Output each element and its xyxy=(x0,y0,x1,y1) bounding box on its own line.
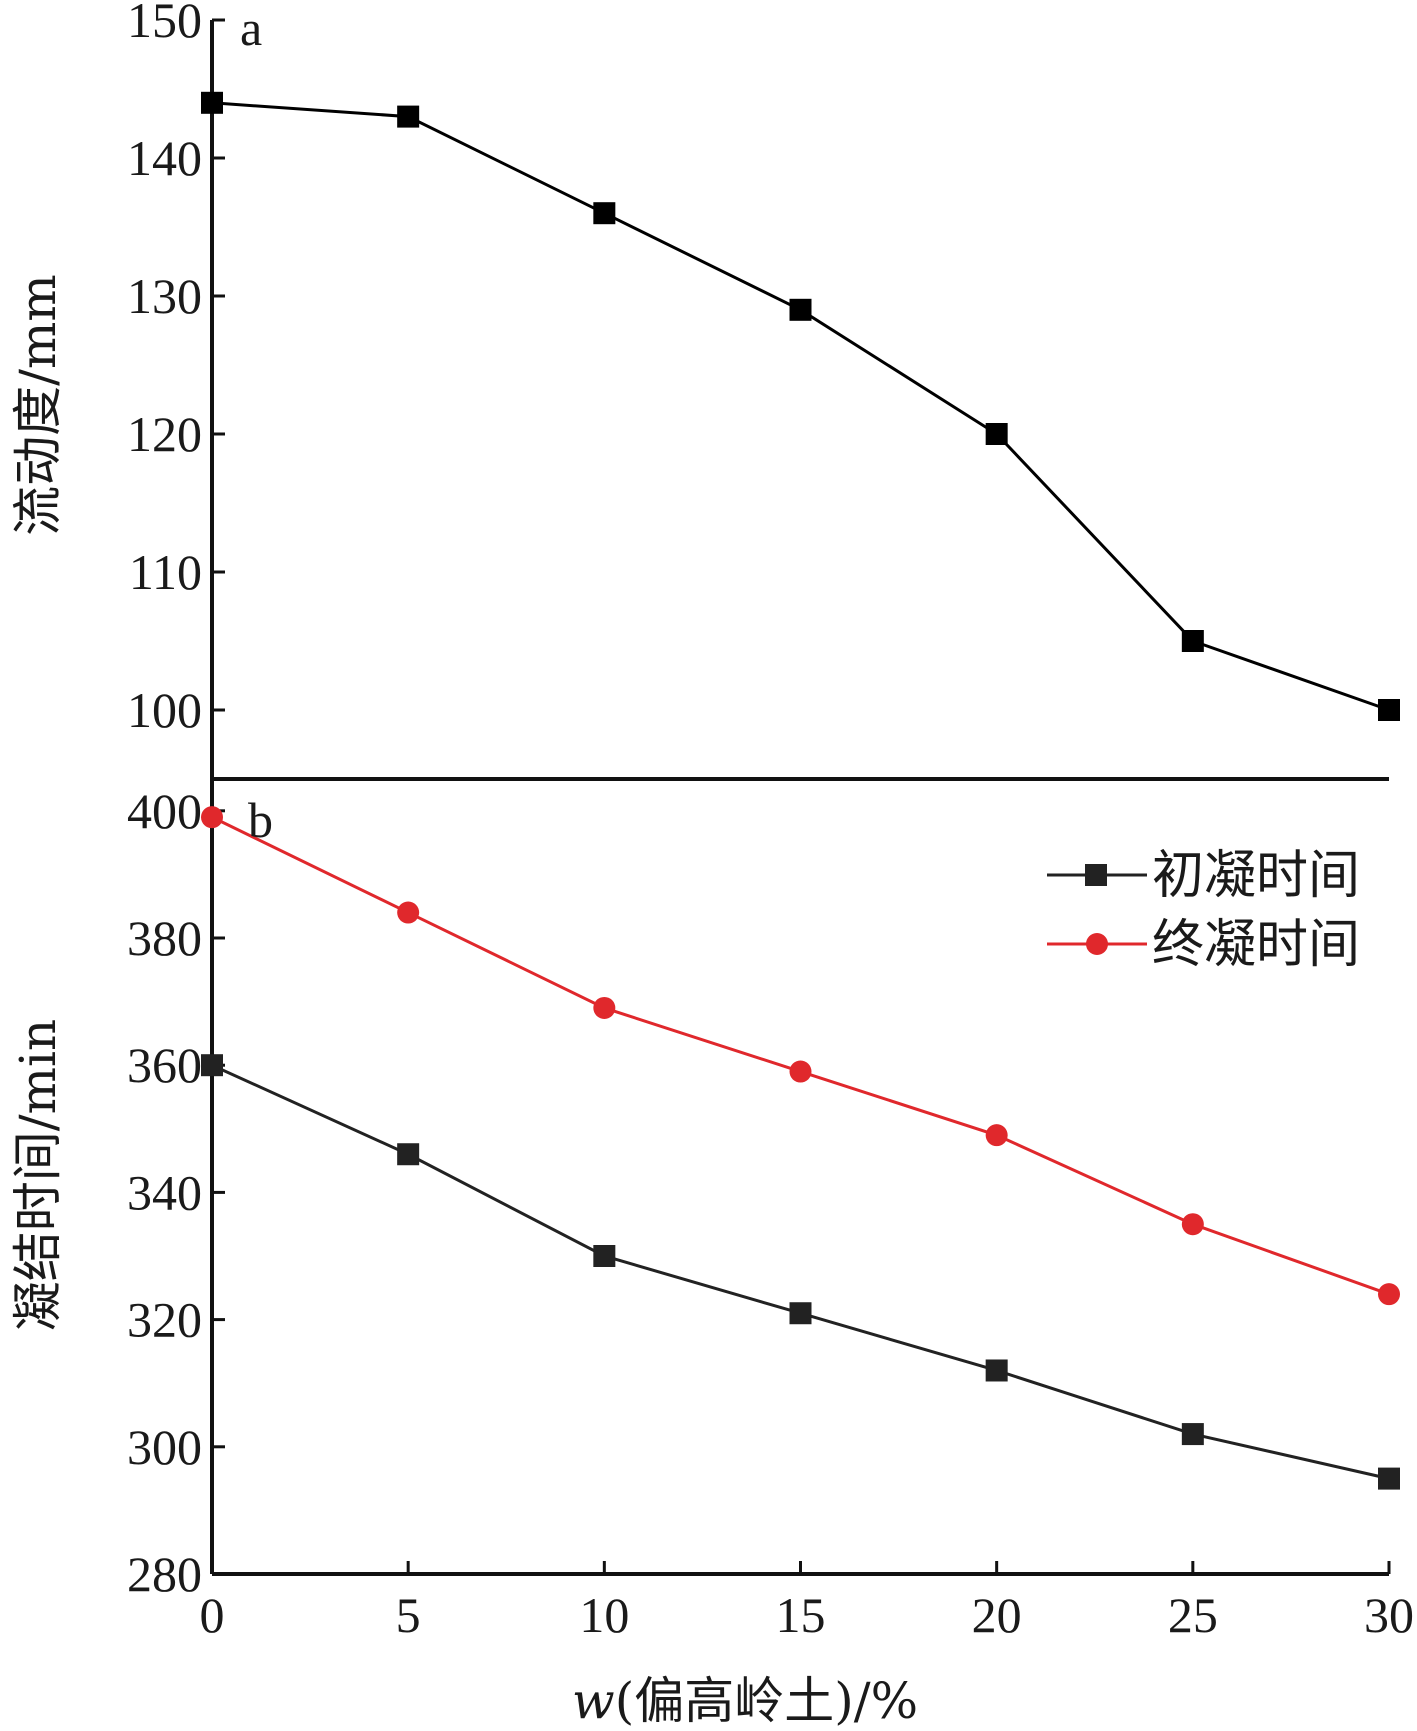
panel-b-ytick-label: 380 xyxy=(127,910,202,966)
panel-b-series-0-point xyxy=(985,1359,1008,1382)
xtick-label: 10 xyxy=(579,1587,629,1643)
panel-b-ytick-label: 340 xyxy=(127,1164,202,1220)
panel-a-series-0-point xyxy=(397,105,420,128)
xtick-label: 25 xyxy=(1168,1587,1218,1643)
panel-b-series-0-point xyxy=(593,1245,616,1267)
panel-a-ytick-label: 140 xyxy=(127,130,202,186)
panel-a-series-0-point xyxy=(1181,630,1204,652)
x-axis-title-var: w xyxy=(572,1672,615,1730)
panel-b-series-1-point xyxy=(1378,1283,1400,1306)
panel-b-series-0-point xyxy=(789,1302,812,1325)
x-axis-title-rest: (偏高岭土)/% xyxy=(615,1672,918,1730)
legend: 初凝时间 终凝时间 xyxy=(1047,846,1360,975)
axes-layer xyxy=(210,20,1389,1576)
panel-b-series-1-point xyxy=(201,806,223,829)
legend-label-final: 终凝时间 xyxy=(1152,915,1360,975)
panel-a-ytick-label: 130 xyxy=(127,268,202,324)
panel-b-ytick-label: 360 xyxy=(127,1037,202,1093)
panel-b-ytick-label: 280 xyxy=(127,1546,202,1602)
panel-b-ytick-label: 300 xyxy=(127,1419,202,1475)
panel-b-ytick-label: 320 xyxy=(127,1292,202,1348)
xtick-label: 30 xyxy=(1364,1587,1414,1643)
panel-a-ytick-label: 100 xyxy=(127,682,202,738)
panel-a-ytick-label: 120 xyxy=(127,406,202,462)
legend-marker-final xyxy=(1086,933,1108,955)
panel-b-series-1-point xyxy=(397,901,420,924)
panel-b-ytick-label: 400 xyxy=(127,783,202,839)
panel-b-series-0-line xyxy=(211,1063,1390,1481)
panel-a-series-0-point xyxy=(789,298,812,321)
legend-marker-initial xyxy=(1085,864,1107,886)
panel-b-series-0-point xyxy=(1378,1467,1400,1490)
panel-a-ytick-label: 150 xyxy=(127,0,202,48)
xtick-label: 5 xyxy=(396,1587,421,1643)
panel-a-series-0-point xyxy=(201,91,223,114)
panel-a-ylabel: 流动度/mm xyxy=(9,274,67,536)
panel-a-series-0-point xyxy=(1378,699,1400,721)
panel-a-series-0-line xyxy=(211,101,1390,712)
panel-b-series-1-point xyxy=(593,996,616,1019)
panel-b-series-0-point xyxy=(201,1054,223,1077)
panel-a-series-0-point xyxy=(985,423,1008,445)
markers-layer xyxy=(201,91,1400,1490)
panel-b-label: b xyxy=(248,792,273,848)
panel-a-ytick-label: 110 xyxy=(129,544,202,600)
x-axis-title: w(偏高岭土)/% xyxy=(572,1672,918,1730)
ticks-layer: 100 110 120 130 140 150 280 300 320 340 360 380 400 0… xyxy=(127,0,1414,1643)
xtick-label: 0 xyxy=(200,1587,225,1643)
panel-b-ylabel: 凝结时间/min xyxy=(9,1019,67,1331)
panel-b-series-1-point xyxy=(1181,1213,1204,1236)
panel-b-series-1-point xyxy=(789,1060,812,1083)
legend-label-initial: 初凝时间 xyxy=(1152,846,1360,906)
xtick-label: 15 xyxy=(776,1587,826,1643)
panel-b-series-0-point xyxy=(397,1143,420,1166)
panel-b-series-0-point xyxy=(1181,1423,1204,1446)
panel-a-label: a xyxy=(240,0,262,56)
xtick-label: 20 xyxy=(972,1587,1022,1643)
panel-a-series-0-point xyxy=(593,202,616,225)
panel-b-series-1-point xyxy=(985,1124,1008,1147)
